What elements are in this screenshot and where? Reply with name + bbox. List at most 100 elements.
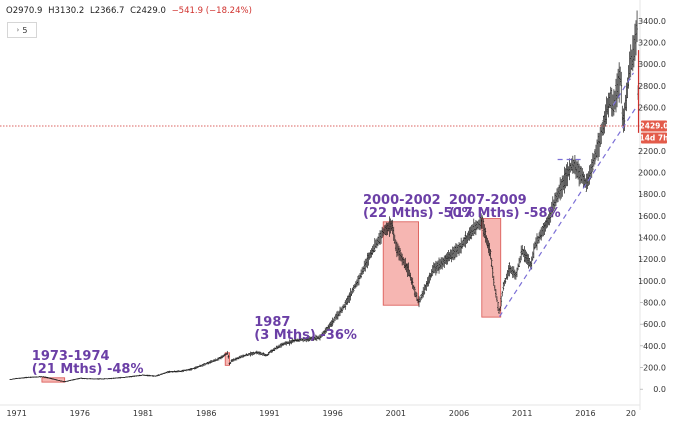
ohlc-bar-308 [333, 316, 336, 322]
ohlc-bar-477 [511, 265, 514, 279]
ohlc-bar-321 [347, 295, 350, 303]
ohlc-bar-482 [517, 263, 519, 271]
x-tick-10: 20 [626, 409, 636, 418]
ohlc-bar-348 [375, 238, 378, 249]
ohlc-bar-244 [266, 354, 269, 357]
ohlc-bar-147 [164, 372, 167, 374]
y-tick-3: 2800.0 [638, 82, 666, 91]
x-tick-7: 2006 [449, 409, 469, 418]
ohlc-bar-427 [459, 243, 461, 254]
ohlc-bar-317 [343, 303, 346, 309]
ohlc-bar-364 [392, 226, 395, 241]
y-axis: 3400.0 3200.0 3000.0 2800.0 2600.0 2200.0 2000… [638, 0, 666, 410]
ohlc-bar-330 [357, 275, 359, 286]
ohlc-bar-211 [231, 359, 234, 362]
x-tick-3: 1986 [196, 409, 216, 418]
ohlc-bar-561 [600, 123, 603, 145]
ohlc-bar-234 [255, 350, 258, 355]
ohlc-bar-352 [380, 230, 382, 244]
ohlc-bar-201 [221, 355, 223, 359]
ohlc-bar-239 [261, 353, 263, 355]
interval-toggle-button[interactable]: › 5 [7, 22, 37, 38]
ohlc-bar-402 [432, 262, 435, 274]
annotation-detail-2: (22 Mths) -50% [363, 206, 475, 221]
ohlc-bar-438 [470, 224, 473, 240]
ohlc-bar-498 [533, 241, 536, 250]
ohlc-bar-231 [252, 351, 255, 355]
ohlc-bar-518 [555, 192, 557, 207]
x-tick-8: 2011 [512, 409, 532, 418]
ohlc-bar-365 [393, 234, 396, 244]
ohlc-bar-328 [354, 281, 357, 289]
price-label: 2429.0 14d 7h [640, 120, 668, 144]
ohlc-bar-592 [632, 35, 635, 68]
ohlc-bar-393 [423, 284, 426, 295]
ohlc-bar-370 [399, 248, 401, 261]
ohlc-bar-60 [72, 379, 75, 381]
open-value: O2970.9 [6, 6, 43, 16]
ohlc-bar-535 [572, 159, 575, 174]
ohlc-bar-462 [496, 296, 498, 302]
ohlc-bar-552 [590, 159, 593, 178]
ohlc-bar-141 [157, 374, 160, 377]
ohlc-bar-207 [227, 354, 230, 359]
ohlc-bar-576 [616, 73, 618, 108]
ohlc-bar-472 [506, 270, 509, 280]
ohlc-bar-440 [472, 218, 475, 236]
y-tick-12: 800.0 [643, 299, 666, 308]
ohlc-bar-209 [229, 361, 232, 365]
ohlc-bar-337 [364, 258, 367, 272]
y-tick-10: 1200.0 [638, 255, 666, 264]
ohlc-bar-502 [538, 232, 540, 244]
y-tick-13: 600.0 [643, 320, 666, 329]
ohlc-bar-529 [566, 162, 569, 187]
ohlc-bar-226 [247, 353, 250, 356]
ohlc-bar-353 [381, 226, 384, 239]
ohlc-bar-507 [543, 222, 546, 235]
ohlc-bar-318 [344, 300, 347, 310]
ohlc-bar-194 [213, 359, 216, 362]
ohlc-bar-548 [586, 173, 589, 190]
ohlc-bar-470 [504, 278, 507, 284]
ohlc-bar-521 [558, 184, 561, 199]
ohlc-bar-405 [436, 261, 438, 274]
ohlc-bar-429 [461, 240, 464, 249]
ohlc-bar-522 [559, 177, 562, 201]
ohlc-bar-221 [242, 354, 245, 358]
ohlc-bar-469 [503, 279, 506, 287]
y-tick-1: 3200.0 [638, 39, 666, 48]
ohlc-bar-46 [57, 379, 60, 381]
ohlc-bar-475 [509, 265, 512, 274]
ohlc-bar-174 [192, 368, 195, 370]
ohlc-bar-265 [288, 339, 291, 346]
y-tick-0: 3400.0 [638, 17, 666, 26]
ohlc-bar-590 [630, 49, 633, 71]
ohlc-bar-430 [462, 237, 465, 247]
ohlc-bar-574 [614, 90, 616, 110]
ohlc-bar-236 [258, 351, 260, 355]
ohlc-bar-536 [574, 155, 576, 175]
ohlc-bar-588 [628, 51, 631, 81]
x-tick-2: 1981 [133, 409, 153, 418]
ohlc-bar-390 [420, 294, 423, 301]
ohlc-bar-555 [594, 149, 596, 165]
ohlc-bar-562 [601, 121, 604, 136]
ohlc-bar-176 [194, 366, 197, 370]
ohlc-bar-451 [484, 227, 487, 243]
ohlc-bar-467 [501, 290, 504, 297]
y-tick-14: 400.0 [643, 342, 666, 351]
ohlc-bar-503 [539, 229, 542, 240]
ohlc-bar-544 [582, 171, 585, 189]
ohlc-bar-171 [189, 368, 192, 371]
ohlc-bar-246 [268, 351, 271, 354]
ohlc-bar-59 [71, 379, 74, 381]
ohlc-bar-121 [136, 375, 139, 377]
ohlc-bar-540 [578, 163, 581, 187]
ohlc-bar-505 [541, 225, 544, 237]
x-tick-5: 1996 [322, 409, 342, 418]
ohlc-bar-336 [363, 260, 366, 272]
ohlc-bar-567 [606, 98, 609, 115]
ohlc-bar-476 [510, 266, 513, 274]
ohlc-bar-307 [332, 318, 335, 324]
